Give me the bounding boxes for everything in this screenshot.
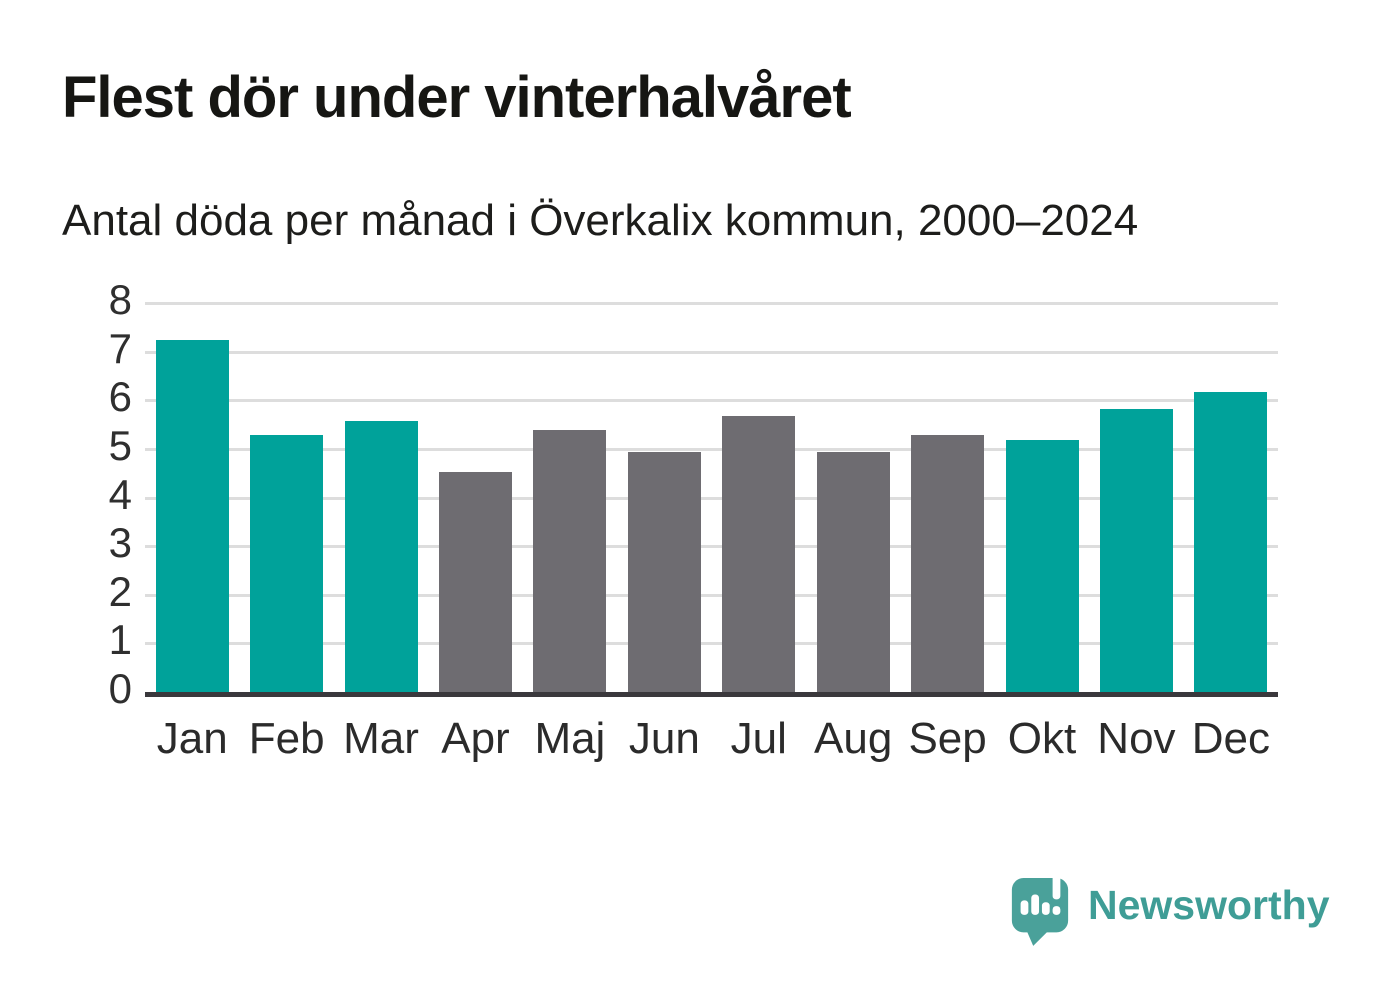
x-axis-tick-labels: Jan Feb Mar Apr Maj Jun Jul Aug Sep Okt Nov Dec bbox=[145, 714, 1278, 764]
bar-feb bbox=[250, 435, 324, 693]
gridline-y1 bbox=[145, 642, 1278, 646]
bar-jun bbox=[627, 452, 701, 693]
x-tick-label-sep: Sep bbox=[908, 714, 987, 763]
x-tick-label-feb: Feb bbox=[248, 714, 325, 763]
gridline-y3 bbox=[145, 545, 1278, 549]
brand-name: Newsworthy bbox=[1088, 881, 1330, 928]
x-tick-label-jul: Jul bbox=[730, 714, 787, 763]
x-tick-label-apr: Apr bbox=[441, 714, 510, 763]
x-tick-label-maj: Maj bbox=[534, 714, 606, 763]
bar-band-apr bbox=[428, 304, 522, 693]
bar-band-sep bbox=[900, 304, 994, 693]
gridline-y2 bbox=[145, 593, 1278, 597]
bar-nov bbox=[1099, 408, 1173, 693]
bar-band-mar bbox=[334, 304, 428, 693]
bar-jan bbox=[155, 340, 229, 693]
bar-sep bbox=[911, 435, 985, 693]
x-tick-label-dec: Dec bbox=[1191, 714, 1270, 763]
x-tick-label-jun: Jun bbox=[628, 714, 700, 763]
gridline-y7 bbox=[145, 350, 1278, 354]
bar-band-feb bbox=[239, 304, 333, 693]
y-tick-label-7: 7 bbox=[108, 324, 132, 372]
y-tick-label-4: 4 bbox=[108, 470, 132, 518]
y-tick-label-5: 5 bbox=[108, 421, 132, 469]
y-tick-label-2: 2 bbox=[108, 567, 132, 615]
bar-band-dec bbox=[1184, 304, 1278, 693]
brand-footer: Newsworthy bbox=[1008, 874, 1330, 948]
bar-aug bbox=[816, 452, 890, 693]
bar-band-jul bbox=[712, 304, 806, 693]
y-tick-label-8: 8 bbox=[108, 276, 132, 323]
bar-apr bbox=[438, 471, 512, 693]
y-tick-label-1: 1 bbox=[108, 616, 132, 664]
y-tick-label-0: 0 bbox=[108, 665, 132, 712]
x-tick-label-nov: Nov bbox=[1097, 714, 1176, 763]
x-tick-label-mar: Mar bbox=[343, 714, 419, 763]
gridline-y6 bbox=[145, 399, 1278, 403]
bar-maj bbox=[533, 430, 607, 693]
bar-band-maj bbox=[523, 304, 617, 693]
plot-area bbox=[145, 302, 1278, 693]
y-tick-label-6: 6 bbox=[108, 373, 132, 421]
bar-series bbox=[145, 304, 1278, 693]
chart-title: Flest dör under vinterhalvåret bbox=[62, 65, 852, 130]
bar-band-jun bbox=[617, 304, 711, 693]
bar-jul bbox=[722, 415, 796, 693]
bar-mar bbox=[344, 420, 418, 693]
gridline-y8 bbox=[145, 302, 1278, 305]
x-tick-label-aug: Aug bbox=[814, 714, 893, 763]
bar-band-okt bbox=[995, 304, 1089, 693]
y-tick-label-3: 3 bbox=[108, 519, 132, 567]
gridline-y5 bbox=[145, 447, 1278, 451]
bar-band-aug bbox=[806, 304, 900, 693]
bar-band-jan bbox=[145, 304, 239, 693]
x-tick-label-okt: Okt bbox=[1007, 714, 1077, 763]
chart-subtitle: Antal döda per månad i Överkalix kommun,… bbox=[62, 196, 1139, 245]
gridline-y4 bbox=[145, 496, 1278, 500]
bar-okt bbox=[1005, 440, 1079, 693]
newsworthy-logo-icon bbox=[1011, 874, 1069, 946]
x-axis-baseline bbox=[145, 692, 1278, 697]
bar-dec bbox=[1194, 391, 1268, 693]
x-tick-label-jan: Jan bbox=[156, 714, 228, 763]
bar-band-nov bbox=[1089, 304, 1183, 693]
